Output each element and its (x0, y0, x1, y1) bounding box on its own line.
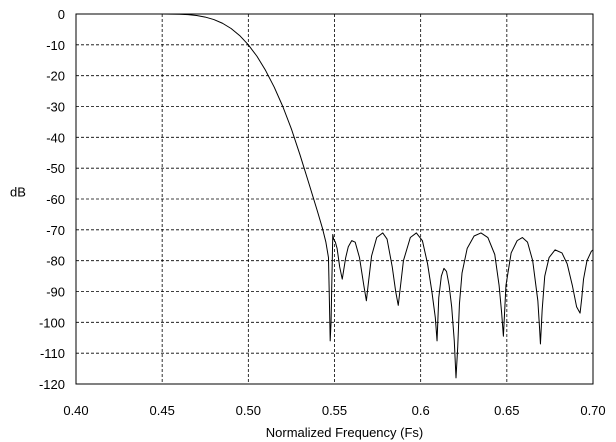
y-tick-label: -100 (39, 315, 65, 330)
y-tick-label: -90 (46, 285, 65, 300)
plot-frame (75, 13, 594, 385)
y-tick-label: -60 (46, 192, 65, 207)
y-tick-label: -10 (46, 38, 65, 53)
y-tick-label: -80 (46, 254, 65, 269)
y-tick-label: -120 (39, 377, 65, 392)
y-tick-label: 0 (58, 7, 65, 22)
x-axis-label: Normalized Frequency (Fs) (266, 425, 424, 440)
y-tick-label: -110 (40, 346, 65, 361)
y-tick-label: -70 (46, 223, 65, 238)
y-axis-label: dB (10, 184, 26, 199)
x-tick-label: 0.65 (494, 403, 519, 418)
y-tick-labels: 0 -10 -20 -30 -40 -50 -60 -70 -80 -90 -100 -110 -120 (39, 7, 65, 392)
grid-lines (76, 14, 593, 384)
series-line (162, 13, 594, 379)
y-tick-label: -50 (46, 161, 65, 176)
x-tick-labels: 0.40 0.45 0.50 0.55 0.6 0.65 0.70 (63, 403, 605, 418)
x-tick-label: 0.55 (322, 403, 347, 418)
x-tick-label: 0.6 (412, 403, 430, 418)
y-tick-label: -30 (46, 100, 65, 115)
series-group (162, 13, 594, 379)
x-tick-label: 0.40 (63, 403, 88, 418)
x-tick-label: 0.45 (150, 403, 175, 418)
y-tick-label: -40 (46, 130, 65, 145)
x-tick-label: 0.70 (580, 403, 605, 418)
x-tick-label: 0.50 (236, 403, 261, 418)
y-tick-label: -20 (46, 69, 65, 84)
